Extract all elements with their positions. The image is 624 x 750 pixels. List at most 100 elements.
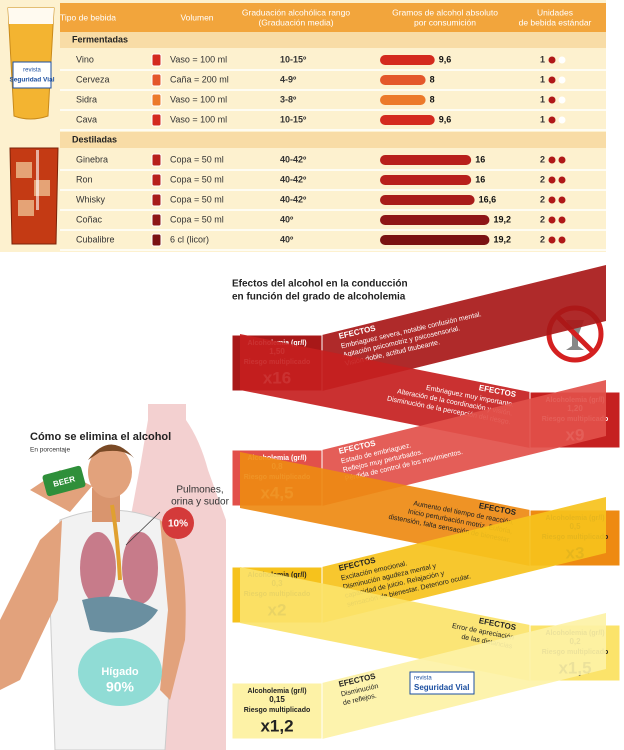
level-value: 0,15 — [269, 695, 285, 704]
column-header: Tipo de bebida — [60, 12, 116, 22]
drink-icon — [151, 173, 162, 187]
drink-icon — [151, 53, 162, 67]
drink-icon — [151, 73, 162, 87]
logo-small: revista — [414, 676, 432, 682]
grams-bar — [380, 175, 472, 185]
logo-box — [409, 671, 475, 695]
elimination-subtitle: En porcentaje — [30, 447, 70, 454]
grams-bar — [380, 195, 475, 205]
volume: Copa = 50 ml — [170, 154, 224, 164]
drink-icon — [151, 233, 162, 247]
lungs-value: 10% — [168, 519, 188, 530]
lungs-label: orina y sudor — [171, 497, 229, 508]
grade: 40º — [280, 214, 294, 224]
group-band — [60, 32, 606, 48]
risk-value: x1,2 — [260, 716, 293, 735]
group-band — [60, 132, 606, 148]
effects-title: Efectos del alcohol en la conducción — [232, 279, 408, 290]
unit-dot — [548, 176, 556, 184]
elimination-title: Cómo se elimina el alcohol — [30, 431, 171, 443]
volume: Copa = 50 ml — [170, 194, 224, 204]
unit-dot — [558, 156, 566, 164]
drink: Cava — [76, 114, 97, 124]
drink: Cerveza — [76, 74, 110, 84]
drink: Sidra — [76, 94, 97, 104]
drink: Coñac — [76, 214, 103, 224]
grade: 40-42º — [280, 154, 307, 164]
liver-value: 90% — [106, 679, 135, 695]
effect-ribbon — [322, 380, 606, 506]
grams-label: 9,6 — [439, 114, 452, 124]
risk-label: Riesgo multiplicado — [244, 707, 311, 714]
unit-dot — [548, 196, 556, 204]
column-header: Graduación alcohólica rango — [242, 7, 350, 17]
drink-icon — [151, 213, 162, 227]
grams-bar — [380, 75, 426, 85]
effects-title: en función del grado de alcoholemia — [232, 292, 406, 303]
grams-bar — [380, 155, 472, 165]
drink: Cubalibre — [76, 234, 115, 244]
drink-icon — [151, 113, 162, 127]
grams-label: 19,2 — [493, 234, 511, 244]
volume: Copa = 50 ml — [170, 174, 224, 184]
level-label: Alcoholemia (gr/l) — [247, 455, 306, 462]
effect-ribbon — [322, 497, 606, 623]
unit-dot — [548, 56, 556, 64]
group-name: Destiladas — [72, 134, 117, 144]
drink: Vino — [76, 54, 94, 64]
units: 1 — [540, 114, 545, 124]
effect-ribbon — [322, 265, 606, 391]
units: 2 — [540, 234, 545, 244]
units: 1 — [540, 74, 545, 84]
units: 1 — [540, 94, 545, 104]
volume: Copa = 50 ml — [170, 214, 224, 224]
logo-big: Seguridad Vial — [9, 77, 54, 84]
grams-label: 19,2 — [493, 214, 511, 224]
table-header-bar — [60, 3, 606, 33]
volume: Caña = 200 ml — [170, 74, 229, 84]
unit-dot — [558, 236, 566, 244]
unit-dot — [548, 236, 556, 244]
grade: 10-15º — [280, 114, 307, 124]
grade: 3-8º — [280, 94, 297, 104]
units: 2 — [540, 214, 545, 224]
liver-label: Hígado — [101, 666, 139, 678]
units: 2 — [540, 174, 545, 184]
lungs-label: Pulmones, — [176, 485, 223, 496]
column-header: (Graduación media) — [258, 17, 333, 27]
column-header: Volumen — [180, 12, 213, 22]
unit-dot — [548, 76, 556, 84]
grams-label: 16 — [475, 154, 485, 164]
cocktail-glass — [9, 147, 59, 245]
unit-dot — [548, 116, 556, 124]
volume: Vaso = 100 ml — [170, 94, 227, 104]
person-illustration: BEER — [0, 404, 226, 750]
drink: Ginebra — [76, 154, 108, 164]
column-header: de bebida estándar — [519, 17, 592, 27]
logo-big: Seguridad Vial — [414, 683, 469, 692]
units: 2 — [540, 194, 545, 204]
grams-label: 8 — [430, 94, 435, 104]
group-name: Fermentadas — [72, 34, 128, 44]
units: 2 — [540, 154, 545, 164]
grams-bar — [380, 235, 490, 245]
grade: 40-42º — [280, 174, 307, 184]
unit-dot — [558, 216, 566, 224]
grade: 40-42º — [280, 194, 307, 204]
unit-dot — [548, 156, 556, 164]
unit-dot-empty — [558, 76, 566, 84]
grams-bar — [380, 115, 435, 125]
beer-glass: revista Seguridad Vial — [7, 7, 55, 120]
unit-dot — [548, 216, 556, 224]
drink: Ron — [76, 174, 93, 184]
grams-label: 9,6 — [439, 54, 452, 64]
grams-bar — [380, 95, 426, 105]
drink: Whisky — [76, 194, 105, 204]
drink-icon — [151, 193, 162, 207]
volume: Vaso = 100 ml — [170, 114, 227, 124]
unit-dot — [548, 96, 556, 104]
unit-dot — [558, 176, 566, 184]
